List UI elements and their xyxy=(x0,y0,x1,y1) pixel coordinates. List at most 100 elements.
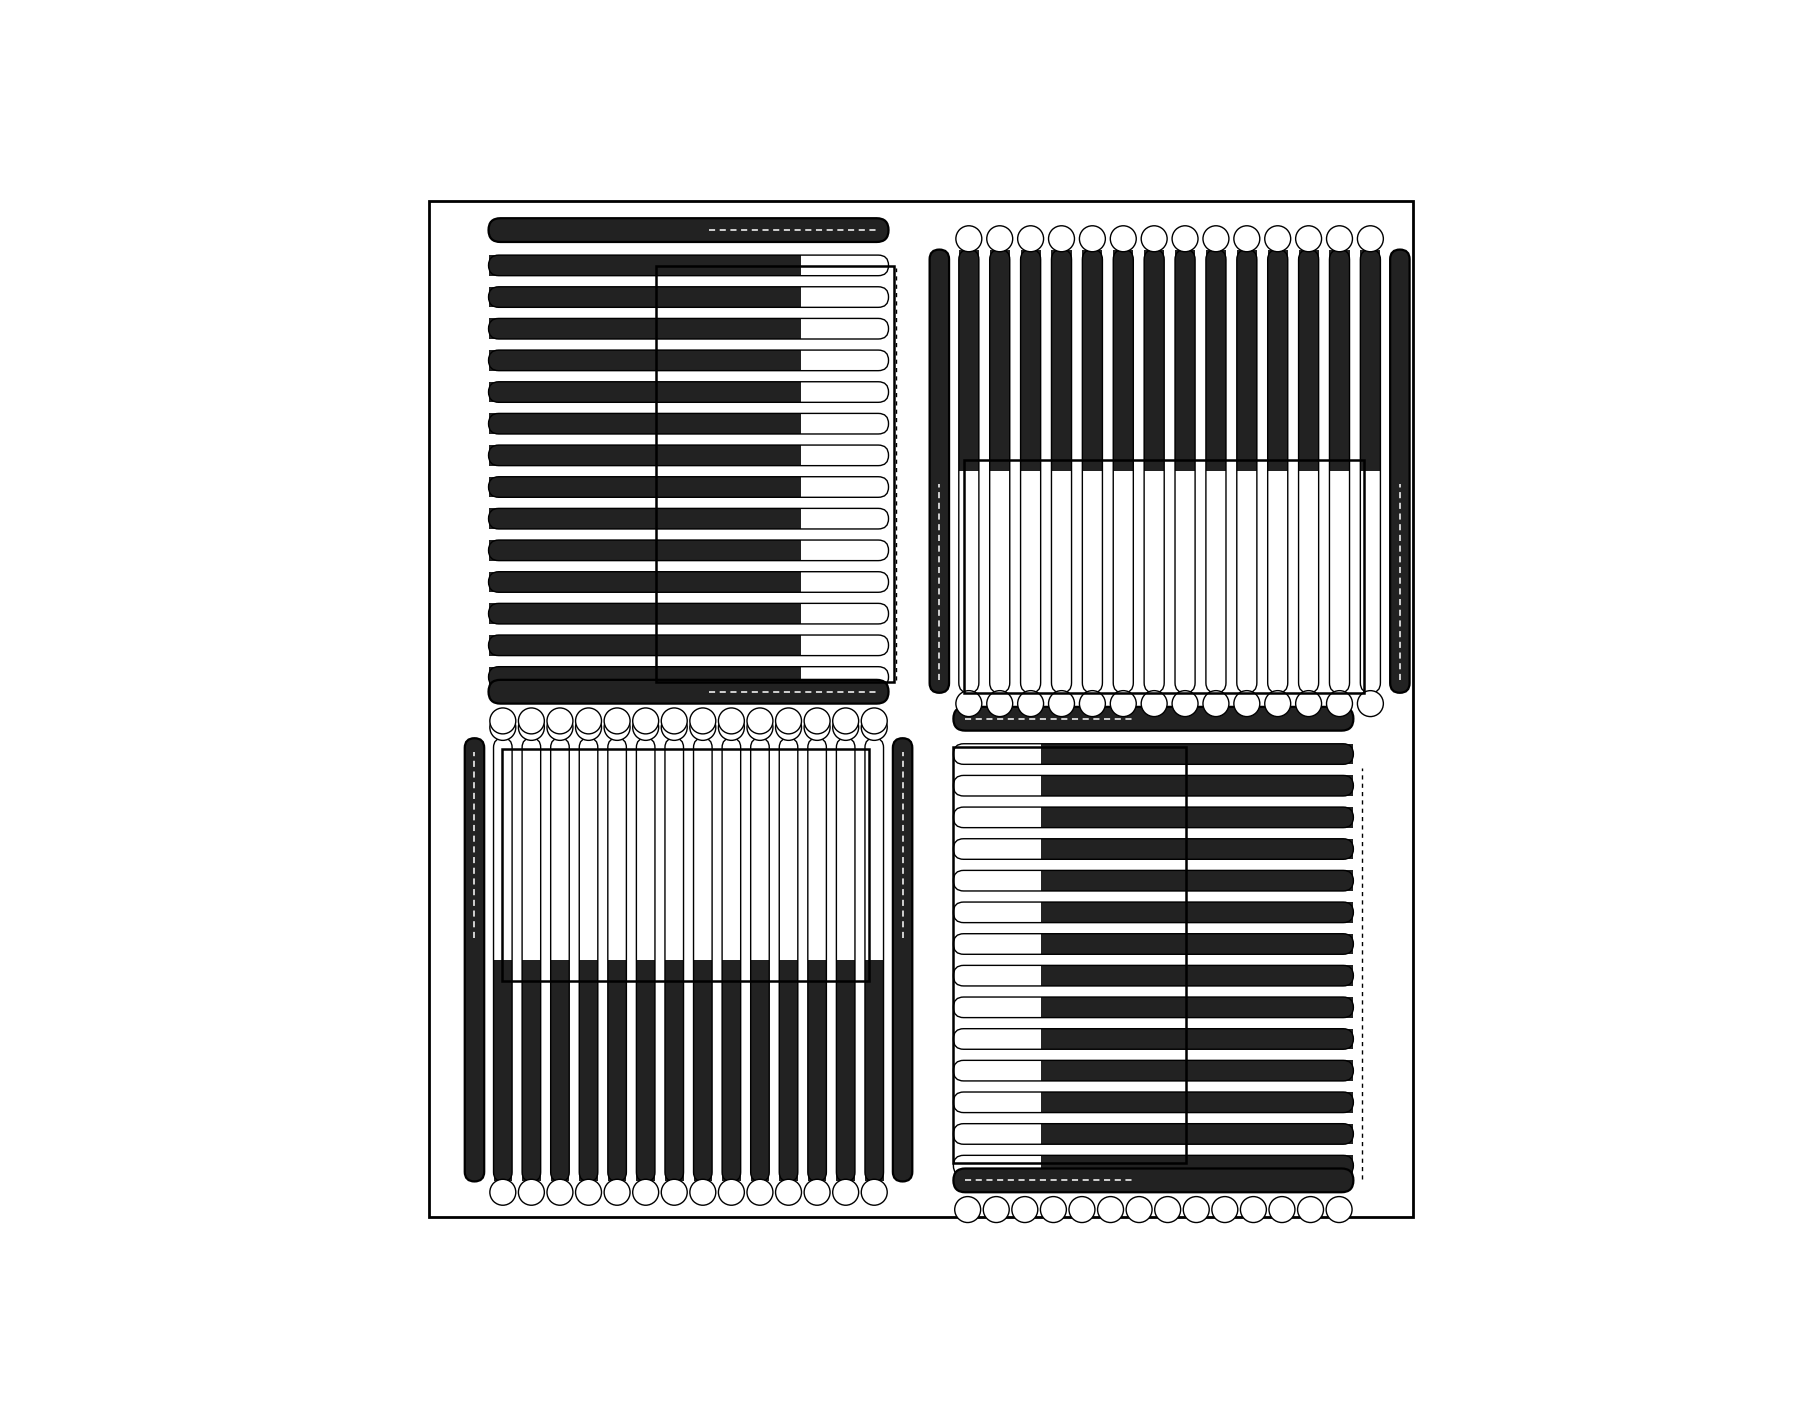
FancyBboxPatch shape xyxy=(465,739,483,1181)
Bar xyxy=(489,256,800,275)
FancyBboxPatch shape xyxy=(954,1092,1353,1112)
Bar xyxy=(489,445,800,466)
FancyBboxPatch shape xyxy=(954,807,1353,827)
FancyBboxPatch shape xyxy=(1021,250,1040,692)
FancyBboxPatch shape xyxy=(722,739,740,1181)
FancyBboxPatch shape xyxy=(523,739,541,1181)
Circle shape xyxy=(861,708,888,734)
Bar xyxy=(960,250,979,472)
Circle shape xyxy=(1202,226,1229,251)
Circle shape xyxy=(1235,691,1260,716)
Bar xyxy=(489,604,800,623)
FancyBboxPatch shape xyxy=(665,739,683,1181)
FancyBboxPatch shape xyxy=(809,739,827,1181)
Circle shape xyxy=(983,1196,1010,1223)
Circle shape xyxy=(518,1179,544,1205)
FancyBboxPatch shape xyxy=(954,775,1353,796)
Circle shape xyxy=(633,1179,659,1205)
FancyBboxPatch shape xyxy=(1082,250,1102,692)
FancyBboxPatch shape xyxy=(636,739,654,1181)
Circle shape xyxy=(1017,691,1044,716)
Bar xyxy=(1206,250,1226,472)
FancyBboxPatch shape xyxy=(489,350,888,371)
Circle shape xyxy=(661,1179,686,1205)
Bar xyxy=(1042,901,1353,922)
Circle shape xyxy=(748,715,773,740)
Circle shape xyxy=(1265,691,1290,716)
Bar xyxy=(1082,250,1102,472)
Circle shape xyxy=(956,691,981,716)
Circle shape xyxy=(604,715,631,740)
Bar xyxy=(1042,1060,1353,1081)
Bar xyxy=(1042,838,1353,859)
Bar xyxy=(1267,250,1288,472)
Circle shape xyxy=(987,226,1014,251)
Circle shape xyxy=(832,708,859,734)
Circle shape xyxy=(1141,691,1166,716)
Circle shape xyxy=(1069,1196,1094,1223)
Circle shape xyxy=(861,715,888,740)
Bar xyxy=(1021,250,1040,472)
Bar xyxy=(722,960,740,1181)
Bar xyxy=(1112,250,1134,472)
FancyBboxPatch shape xyxy=(489,382,888,403)
FancyBboxPatch shape xyxy=(954,838,1353,859)
Circle shape xyxy=(575,1179,602,1205)
FancyBboxPatch shape xyxy=(579,739,598,1181)
FancyBboxPatch shape xyxy=(864,739,884,1181)
Bar xyxy=(489,477,800,497)
Circle shape xyxy=(832,1179,859,1205)
Circle shape xyxy=(1040,1196,1066,1223)
FancyBboxPatch shape xyxy=(489,319,888,338)
Circle shape xyxy=(719,1179,744,1205)
Circle shape xyxy=(776,715,801,740)
Bar xyxy=(489,319,800,338)
Bar xyxy=(1330,250,1350,472)
Circle shape xyxy=(748,1179,773,1205)
FancyBboxPatch shape xyxy=(494,739,512,1181)
Circle shape xyxy=(1326,226,1353,251)
FancyBboxPatch shape xyxy=(489,256,888,275)
Circle shape xyxy=(491,708,516,734)
FancyBboxPatch shape xyxy=(990,250,1010,692)
Bar xyxy=(1145,250,1164,472)
Circle shape xyxy=(1240,1196,1267,1223)
Circle shape xyxy=(861,1179,888,1205)
FancyBboxPatch shape xyxy=(954,870,1353,892)
Bar xyxy=(489,508,800,529)
Bar xyxy=(1042,966,1353,986)
Bar xyxy=(489,635,800,656)
FancyBboxPatch shape xyxy=(489,541,888,560)
Bar xyxy=(489,571,800,592)
Circle shape xyxy=(661,715,686,740)
FancyBboxPatch shape xyxy=(893,739,913,1181)
Bar xyxy=(579,960,598,1181)
Bar xyxy=(489,286,800,307)
Bar xyxy=(1042,1029,1353,1049)
Bar xyxy=(1051,250,1071,472)
Circle shape xyxy=(956,226,981,251)
FancyBboxPatch shape xyxy=(954,744,1353,764)
Circle shape xyxy=(1269,1196,1296,1223)
Circle shape xyxy=(832,715,859,740)
Circle shape xyxy=(1017,226,1044,251)
Circle shape xyxy=(1326,691,1353,716)
FancyBboxPatch shape xyxy=(489,218,888,241)
Bar xyxy=(1042,870,1353,892)
Circle shape xyxy=(1235,226,1260,251)
Circle shape xyxy=(690,715,715,740)
FancyBboxPatch shape xyxy=(489,680,888,703)
Bar xyxy=(550,960,570,1181)
Circle shape xyxy=(1172,691,1199,716)
Circle shape xyxy=(1098,1196,1123,1223)
FancyBboxPatch shape xyxy=(1391,250,1409,692)
Circle shape xyxy=(633,708,659,734)
Bar xyxy=(990,250,1010,472)
Bar xyxy=(1360,250,1380,472)
Circle shape xyxy=(776,1179,801,1205)
Bar xyxy=(489,382,800,403)
FancyBboxPatch shape xyxy=(954,1123,1353,1144)
Circle shape xyxy=(1080,226,1105,251)
Circle shape xyxy=(575,715,602,740)
Bar xyxy=(489,667,800,688)
